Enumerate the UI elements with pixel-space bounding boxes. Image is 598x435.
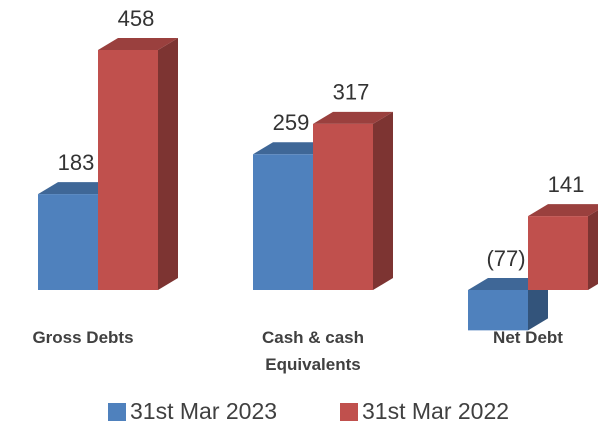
bar-top	[98, 38, 178, 50]
bar-side	[588, 210, 598, 290]
bar	[528, 204, 598, 290]
legend-label: 31st Mar 2022	[362, 398, 509, 424]
value-label: 317	[333, 80, 370, 105]
bar-side	[528, 278, 548, 331]
bar-front	[528, 216, 588, 290]
bar-front	[253, 154, 313, 290]
bar-front	[313, 123, 373, 290]
value-label: 458	[118, 6, 155, 31]
legend-label: 31st Mar 2023	[130, 398, 277, 424]
bar	[313, 111, 393, 290]
bar-top	[313, 111, 393, 124]
bar-front	[468, 290, 528, 331]
bar-side	[158, 38, 178, 290]
bar-front	[98, 50, 158, 290]
legend-swatch	[108, 403, 126, 421]
bar-side	[373, 111, 393, 290]
value-label: 183	[58, 150, 95, 175]
value-label: 259	[273, 110, 310, 135]
bar	[98, 38, 178, 290]
value-label: 141	[548, 172, 585, 197]
bar-front	[38, 194, 98, 290]
legend-swatch	[340, 403, 358, 421]
value-label: (77)	[486, 246, 525, 271]
category-label: Gross Debts	[32, 328, 134, 347]
category-label: Cash & cash Equivalents	[261, 328, 365, 374]
bar	[468, 278, 548, 331]
category-label: Net Debt	[493, 328, 563, 347]
bar-top	[528, 204, 598, 217]
